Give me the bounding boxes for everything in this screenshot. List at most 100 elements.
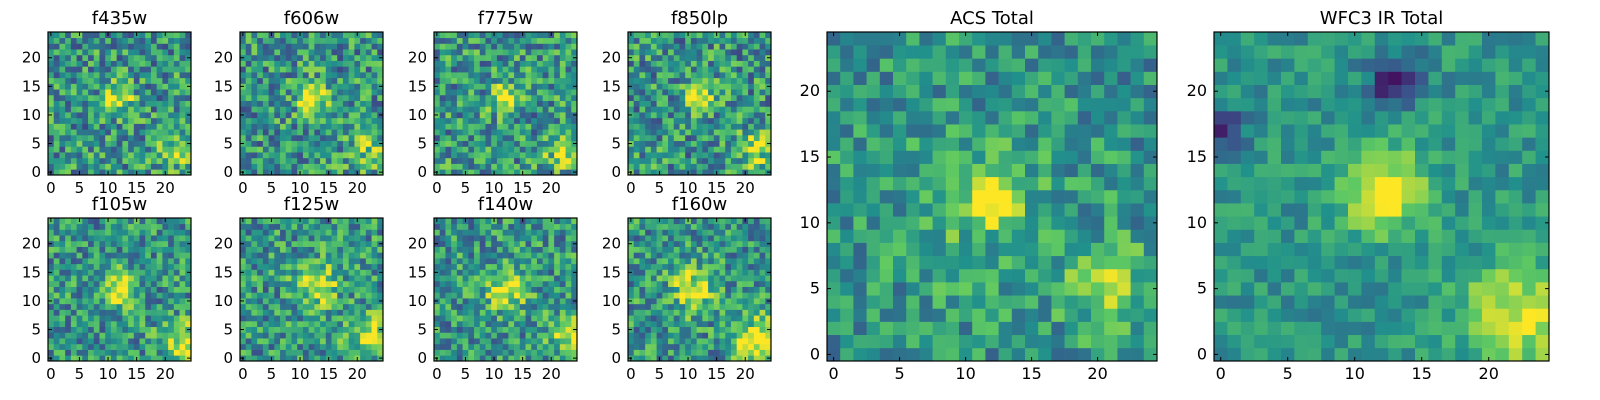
heatmap-cell bbox=[59, 235, 66, 242]
heatmap-cell bbox=[371, 298, 378, 305]
heatmap-cell bbox=[502, 315, 509, 322]
heatmap-cell bbox=[185, 106, 192, 113]
heatmap-cell bbox=[525, 112, 532, 119]
heatmap-cell bbox=[360, 129, 367, 136]
heatmap-cell bbox=[542, 309, 549, 316]
heatmap-cell bbox=[354, 326, 361, 333]
heatmap-cell bbox=[291, 129, 298, 136]
heatmap-cell bbox=[128, 292, 135, 299]
heatmap-cell bbox=[502, 275, 509, 282]
heatmap-cell bbox=[434, 223, 441, 230]
heatmap-cell bbox=[531, 49, 538, 56]
heatmap-cell bbox=[179, 112, 186, 119]
heatmap-cell bbox=[748, 286, 755, 293]
heatmap-cell bbox=[713, 43, 720, 50]
heatmap-cell bbox=[360, 60, 367, 67]
heatmap-cell bbox=[662, 117, 669, 124]
heatmap-cell bbox=[713, 49, 720, 56]
heatmap-cell bbox=[302, 72, 309, 79]
heatmap-cell bbox=[736, 49, 743, 56]
heatmap-cell bbox=[725, 83, 732, 90]
heatmap-cell bbox=[331, 218, 338, 225]
heatmap-cell bbox=[696, 275, 703, 282]
heatmap-cell bbox=[348, 163, 355, 170]
heatmap-cell bbox=[122, 163, 129, 170]
heatmap-cell bbox=[280, 258, 287, 265]
heatmap-cell bbox=[462, 66, 469, 73]
heatmap-cell bbox=[173, 355, 180, 362]
heatmap-cell bbox=[690, 83, 697, 90]
heatmap-cell bbox=[685, 292, 692, 299]
heatmap-cell bbox=[742, 106, 749, 113]
heatmap-cell bbox=[514, 134, 521, 142]
heatmap-cell bbox=[331, 146, 338, 153]
heatmap-cell bbox=[65, 349, 72, 356]
heatmap-cell bbox=[145, 303, 152, 310]
heatmap-cell bbox=[508, 218, 515, 225]
heatmap-cell bbox=[156, 223, 163, 230]
heatmap-cell bbox=[297, 286, 304, 293]
heatmap-cell bbox=[571, 349, 578, 356]
heatmap-cell bbox=[713, 89, 720, 96]
heatmap-cell bbox=[633, 292, 640, 299]
heatmap-cell bbox=[116, 43, 123, 50]
heatmap-cell bbox=[257, 112, 264, 119]
y-tick-label: 5 bbox=[31, 135, 41, 153]
heatmap-cell bbox=[156, 146, 163, 153]
heatmap-cell bbox=[354, 54, 361, 61]
heatmap-cell bbox=[679, 134, 686, 142]
heatmap-cell bbox=[656, 298, 663, 305]
heatmap-cell bbox=[434, 77, 441, 84]
heatmap-cell bbox=[474, 152, 481, 159]
heatmap-cell bbox=[365, 292, 372, 299]
heatmap-cell bbox=[314, 134, 321, 142]
heatmap-cell bbox=[633, 320, 640, 328]
heatmap-cell bbox=[679, 320, 686, 328]
heatmap-cell bbox=[93, 269, 100, 276]
heatmap-cell bbox=[280, 320, 287, 328]
heatmap-cell bbox=[150, 280, 158, 287]
heatmap-cell bbox=[451, 303, 458, 310]
heatmap-cell bbox=[257, 157, 264, 164]
heatmap-cell bbox=[719, 37, 726, 44]
heatmap-cell bbox=[491, 343, 498, 350]
heatmap-cell bbox=[456, 140, 463, 147]
heatmap-cell bbox=[668, 66, 675, 73]
heatmap-cell bbox=[456, 60, 463, 67]
heatmap-cell bbox=[468, 77, 475, 84]
heatmap-cell bbox=[360, 117, 367, 124]
heatmap-cell bbox=[656, 157, 663, 164]
heatmap-cell bbox=[502, 326, 509, 333]
heatmap-cell bbox=[479, 163, 486, 170]
heatmap-cell bbox=[82, 60, 89, 67]
heatmap-cell bbox=[139, 100, 146, 107]
heatmap-cell bbox=[554, 263, 561, 270]
heatmap-cell bbox=[331, 252, 338, 259]
heatmap-cell bbox=[759, 106, 766, 113]
heatmap-cell bbox=[280, 246, 287, 253]
heatmap-cell bbox=[320, 32, 327, 39]
heatmap-cell bbox=[377, 332, 384, 339]
heatmap-cell bbox=[748, 343, 755, 350]
heatmap-cell bbox=[439, 43, 446, 50]
heatmap-cell bbox=[519, 163, 526, 170]
heatmap-cell bbox=[685, 117, 692, 124]
heatmap-cell bbox=[719, 326, 726, 333]
heatmap-cell bbox=[139, 286, 146, 293]
heatmap-cell bbox=[439, 54, 446, 61]
heatmap-cell bbox=[759, 129, 766, 136]
heatmap-cell bbox=[451, 60, 458, 67]
heatmap-cell bbox=[179, 89, 186, 96]
heatmap-cell bbox=[291, 112, 298, 119]
heatmap-cell bbox=[82, 66, 89, 73]
heatmap-cell bbox=[145, 146, 152, 153]
heatmap-cell bbox=[354, 43, 361, 50]
heatmap-cell bbox=[565, 89, 572, 96]
heatmap-cell bbox=[730, 152, 738, 159]
heatmap-cell bbox=[713, 332, 720, 339]
heatmap-cell bbox=[713, 83, 720, 90]
heatmap-cell bbox=[268, 163, 275, 170]
heatmap-cell bbox=[485, 246, 492, 253]
heatmap-cell bbox=[262, 269, 269, 276]
